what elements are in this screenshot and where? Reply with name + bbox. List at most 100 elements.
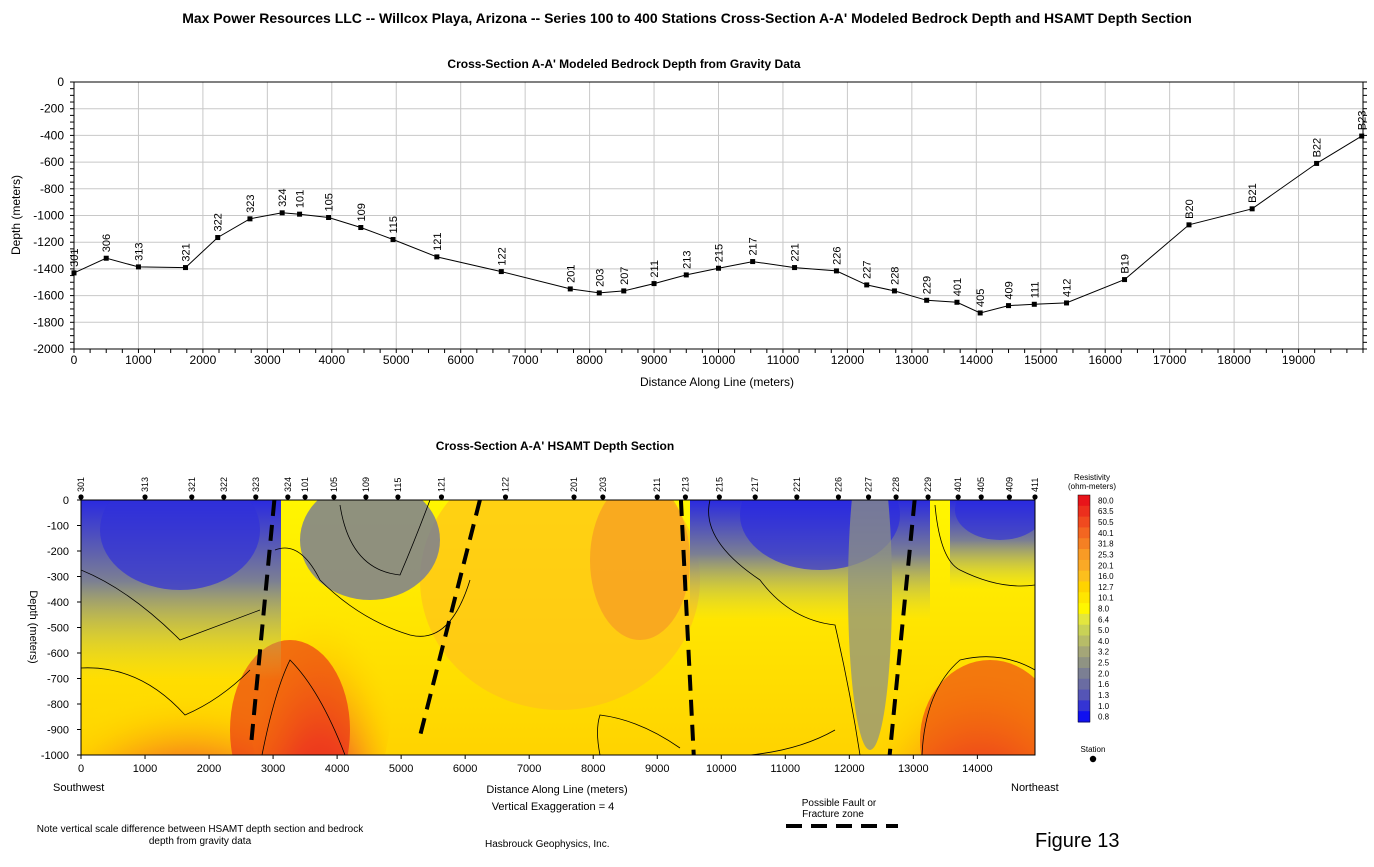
colorbar-level-label: 10.1: [1098, 594, 1114, 603]
hsamt-station-marker: [395, 494, 401, 500]
hsamt-station-marker: [865, 494, 872, 500]
fault-line: [249, 499, 277, 743]
colorbar-swatch: [1078, 549, 1090, 561]
main-title: Max Power Resources LLC -- Willcox Playa…: [182, 10, 1192, 26]
bedrock-station-point: [977, 310, 983, 316]
colorbar-swatch: [1078, 646, 1090, 658]
colorbar-level-label: 8.0: [1098, 605, 1110, 614]
hsamt-x-tick-label: 11000: [770, 763, 800, 775]
bedrock-y-tick-label: -1800: [33, 315, 64, 329]
bedrock-station-label: 401: [952, 278, 964, 296]
colorbar-swatch: [1078, 711, 1090, 723]
hsamt-station-marker: [893, 494, 899, 500]
bedrock-y-tick-label: -1400: [33, 262, 64, 276]
bedrock-x-tick-label: 2000: [190, 353, 217, 367]
colorbar-level-label: 6.4: [1098, 615, 1110, 624]
hsamt-station-marker: [978, 494, 984, 500]
hsamt-station-label: 101: [300, 477, 310, 492]
hsamt-station-label: 121: [436, 477, 446, 492]
bedrock-station-label: 217: [748, 237, 760, 255]
bedrock-y-tick-label: -400: [40, 128, 64, 142]
colorbar-level-label: 16.0: [1098, 572, 1114, 581]
hsamt-station-label: 324: [283, 477, 293, 492]
colorbar-swatch: [1078, 667, 1090, 680]
bedrock-station-point: [792, 265, 798, 271]
bedrock-x-tick-label: 17000: [1153, 353, 1187, 367]
bedrock-station-label: 228: [889, 267, 901, 285]
bedrock-station-point: [326, 215, 332, 221]
bedrock-station-label: B19: [1120, 254, 1132, 274]
bedrock-depth-chart: Cross-Section A-A' Modeled Bedrock Depth…: [9, 57, 1369, 389]
bedrock-station-point: [716, 265, 721, 271]
bedrock-x-tick-label: 16000: [1089, 353, 1123, 367]
hsamt-x-tick-label: 3000: [261, 763, 285, 775]
hsamt-y-tick-label: -1000: [41, 750, 69, 762]
hsamt-x-tick-label: 4000: [325, 763, 349, 775]
hsamt-station-label: 109: [361, 477, 371, 492]
bedrock-station-label: 207: [619, 267, 631, 285]
hsamt-x-tick-label: 7000: [517, 763, 541, 775]
bedrock-station-point: [621, 288, 627, 294]
colorbar-swatch: [1078, 624, 1090, 637]
bedrock-station-label: 409: [1004, 281, 1016, 299]
bedrock-station-label: 211: [649, 260, 661, 278]
hsamt-x-tick-label: 14000: [962, 763, 993, 775]
hsamt-station-label: 213: [680, 477, 690, 492]
bedrock-y-tick-label: -1200: [33, 235, 64, 249]
bedrock-x-tick-label: 15000: [1024, 353, 1058, 367]
colorbar-level-label: 25.3: [1098, 550, 1114, 559]
bedrock-station-label: 405: [975, 289, 987, 307]
hsamt-station-marker: [716, 494, 722, 500]
colorbar-swatch: [1078, 495, 1090, 507]
bedrock-station-label: 221: [790, 243, 802, 261]
bedrock-x-tick-label: 18000: [1217, 353, 1251, 367]
hsamt-station-label: 115: [393, 478, 403, 492]
hsamt-station-label: 322: [219, 477, 229, 492]
bedrock-x-tick-label: 0: [71, 353, 78, 367]
bedrock-y-tick-label: -200: [40, 102, 64, 116]
bedrock-station-point: [279, 210, 285, 216]
colorbar-level-label: 40.1: [1098, 529, 1114, 538]
station-legend-marker: [1089, 755, 1097, 763]
bedrock-station-point: [891, 288, 897, 294]
hsamt-station-marker: [285, 494, 291, 500]
bedrock-x-tick-label: 5000: [383, 353, 410, 367]
hsamt-station-marker: [302, 494, 308, 500]
bedrock-station-label: B21: [1247, 183, 1259, 203]
colorbar-level-label: 4.0: [1098, 637, 1110, 646]
hsamt-station-label: 228: [891, 477, 901, 492]
colorbar-swatch: [1078, 559, 1090, 572]
hsamt-station-label: 405: [976, 477, 986, 492]
colorbar-swatch: [1078, 581, 1090, 593]
bedrock-station-point: [1314, 160, 1320, 166]
hsamt-y-tick-label: -700: [47, 674, 69, 686]
bedrock-station-label: B23: [1357, 110, 1369, 130]
hsamt-station-marker: [571, 494, 577, 500]
hsamt-station-label: 203: [598, 477, 608, 492]
bedrock-y-tick-label: -800: [40, 182, 64, 196]
hsamt-station-marker: [1032, 494, 1038, 500]
colorbar-subtitle: (ohm-meters): [1068, 482, 1116, 491]
hsamt-x-tick-label: 10000: [706, 763, 737, 775]
bedrock-x-tick-label: 6000: [447, 353, 474, 367]
colorbar-title: Resistivity: [1074, 473, 1110, 482]
bedrock-station-label: 322: [213, 213, 225, 231]
bedrock-station-point: [297, 211, 303, 217]
bedrock-y-tick-label: -600: [40, 155, 64, 169]
hsamt-x-tick-label: 8000: [581, 763, 605, 775]
bedrock-station-label: 301: [69, 249, 81, 267]
fault-legend-line2: Fracture zone: [802, 809, 864, 820]
hsamt-station-marker: [925, 494, 931, 500]
colorbar-swatch: [1078, 689, 1090, 701]
hsamt-y-tick-label: -100: [47, 521, 69, 533]
hsamt-station-label: 313: [140, 477, 150, 492]
hsamt-y-tick-label: 0: [63, 495, 69, 507]
hsamt-depth-section: Cross-Section A-A' HSAMT Depth Section 3…: [27, 439, 1116, 828]
bedrock-station-point: [182, 265, 188, 271]
hsamt-station-marker: [794, 494, 800, 500]
bedrock-station-point: [924, 297, 930, 303]
fault-line: [887, 499, 917, 756]
hsamt-x-tick-label: 13000: [898, 763, 929, 775]
hsamt-station-label: 105: [329, 477, 339, 492]
bedrock-x-tick-label: 10000: [702, 353, 736, 367]
